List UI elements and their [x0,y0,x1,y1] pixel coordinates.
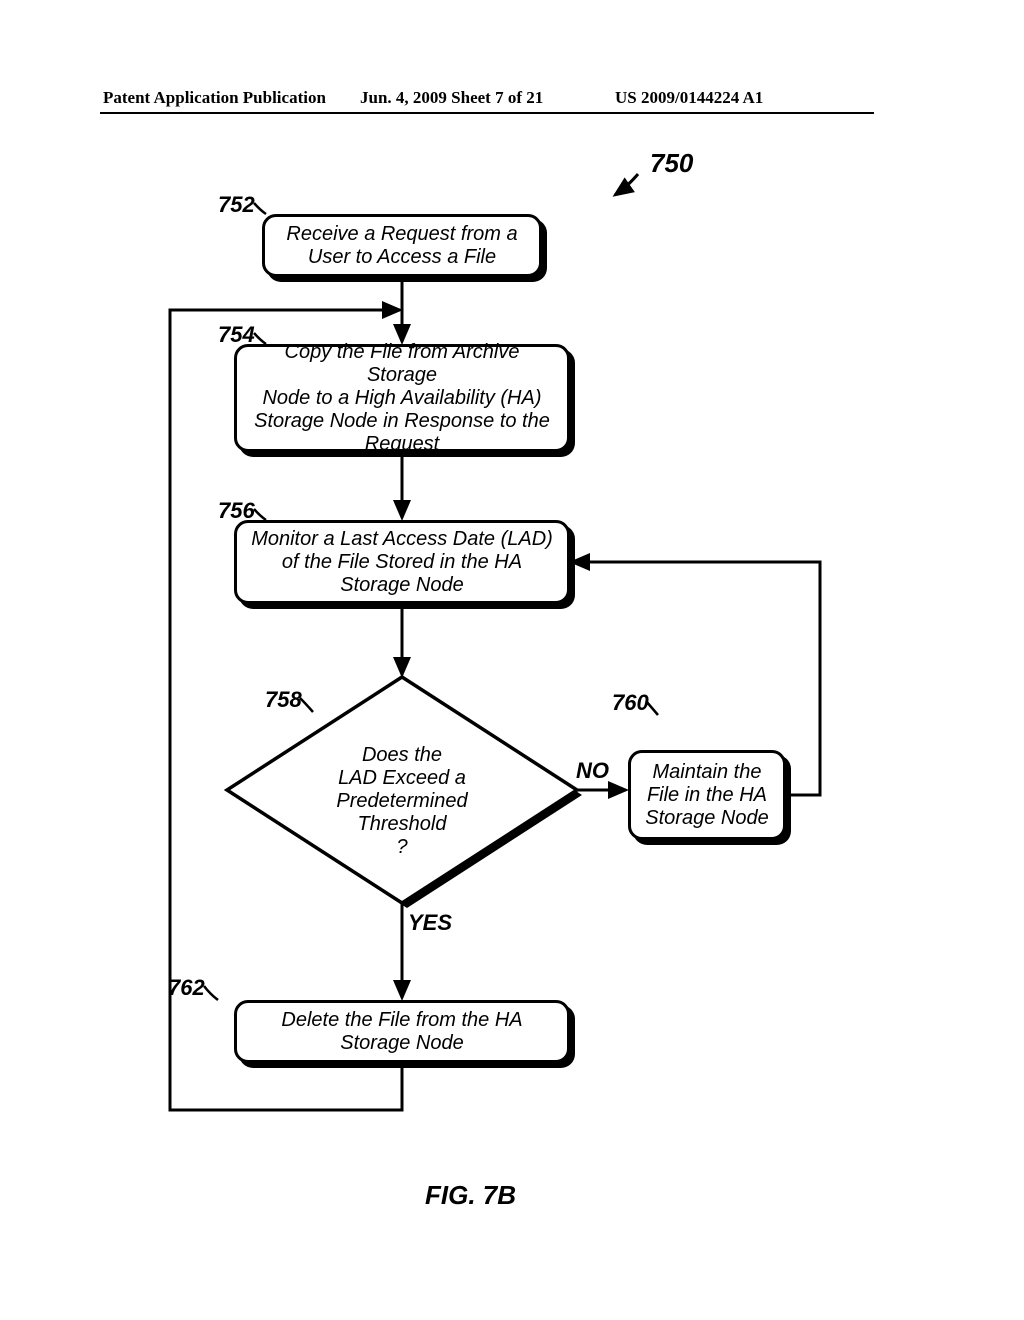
box-762: Delete the File from the HAStorage Node [234,1000,570,1063]
box-754-text: Copy the File from Archive StorageNode t… [247,341,557,456]
figure-refnum: 750 [650,148,693,179]
header-center: Jun. 4, 2009 Sheet 7 of 21 [360,88,543,108]
ref-752: 752 [218,192,255,218]
ref-hook-762 [204,986,218,1000]
ref-754: 754 [218,322,255,348]
box-762-text: Delete the File from the HAStorage Node [281,1009,522,1055]
ref-756: 756 [218,498,255,524]
box-756-text: Monitor a Last Access Date (LAD)of the F… [251,528,553,597]
header-right: US 2009/0144224 A1 [615,88,763,108]
box-760-text: Maintain theFile in the HAStorage Node [645,761,768,830]
ref-762: 762 [168,975,205,1001]
ref-hook-756 [254,509,266,520]
box-752-text: Receive a Request from aUser to Access a… [286,223,517,269]
box-752: Receive a Request from aUser to Access a… [262,214,542,277]
flowchart-svg [0,0,1024,1320]
edge-label-yes: YES [408,910,452,936]
ref-758: 758 [265,687,302,713]
header-rule [100,112,874,114]
box-754: Copy the File from Archive StorageNode t… [234,344,570,452]
box-756: Monitor a Last Access Date (LAD)of the F… [234,520,570,604]
figure-caption: FIG. 7B [425,1180,516,1211]
diamond-758-text: Does theLAD Exceed aPredetermined Thresh… [290,744,514,859]
ref-760: 760 [612,690,649,716]
ref-hook-752 [254,203,266,214]
header-left: Patent Application Publication [103,88,326,108]
edge-label-no: NO [576,758,609,784]
leader-750 [615,174,638,195]
box-760: Maintain theFile in the HAStorage Node [628,750,786,840]
